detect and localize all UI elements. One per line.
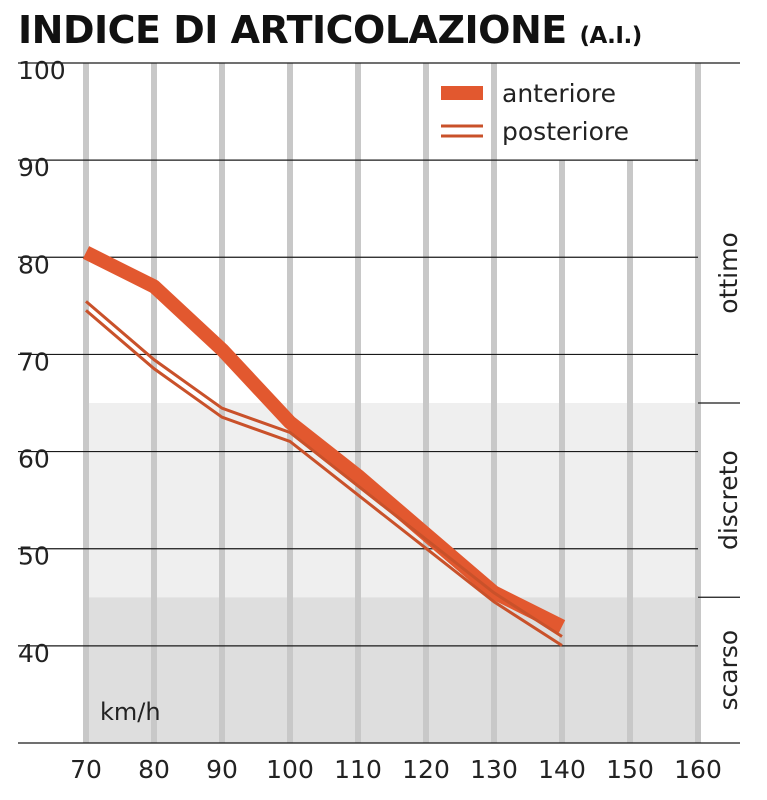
x-tick-90: 90 <box>206 755 238 784</box>
y-tick-labels: 40 50 60 70 80 90 100 <box>18 56 66 668</box>
legend-label-posteriore: posteriore <box>502 117 629 146</box>
band-label-discreto: discreto <box>714 450 743 550</box>
band-label-scarso: scarso <box>714 630 743 711</box>
band-label-ottimo: ottimo <box>714 232 743 314</box>
band-scarso <box>86 597 698 743</box>
rating-bands <box>86 403 698 743</box>
y-tick-100: 100 <box>18 56 66 85</box>
y-tick-60: 60 <box>18 445 50 474</box>
y-tick-90: 90 <box>18 153 50 182</box>
y-tick-80: 80 <box>18 250 50 279</box>
x-tick-100: 100 <box>266 755 314 784</box>
chart-title: INDICE DI ARTICOLAZIONE (A.I.) <box>18 8 642 52</box>
x-axis-unit-label: km/h <box>100 698 161 726</box>
legend: anteriore posteriore <box>441 79 629 146</box>
x-tick-150: 150 <box>606 755 654 784</box>
series-lines <box>82 246 566 647</box>
x-tick-110: 110 <box>334 755 382 784</box>
legend-label-anteriore: anteriore <box>502 79 616 108</box>
x-tick-130: 130 <box>470 755 518 784</box>
chart-title-main: INDICE DI ARTICOLAZIONE <box>18 8 567 52</box>
y-tick-70: 70 <box>18 347 50 376</box>
band-labels: ottimo discreto scarso <box>714 232 743 710</box>
x-tick-70: 70 <box>70 755 102 784</box>
x-tick-80: 80 <box>138 755 170 784</box>
legend-swatch-anteriore <box>441 86 483 100</box>
x-tick-160: 160 <box>674 755 722 784</box>
y-tick-50: 50 <box>18 542 50 571</box>
series-line-posteriore-lower <box>85 309 563 647</box>
x-tick-120: 120 <box>402 755 450 784</box>
series-line-posteriore-upper <box>85 300 563 638</box>
horizontal-gridlines <box>18 62 740 744</box>
y-tick-40: 40 <box>18 639 50 668</box>
x-tick-labels: 70 80 90 100 110 120 130 140 150 160 <box>70 755 722 784</box>
chart-title-suffix: (A.I.) <box>579 23 642 49</box>
x-tick-140: 140 <box>538 755 586 784</box>
